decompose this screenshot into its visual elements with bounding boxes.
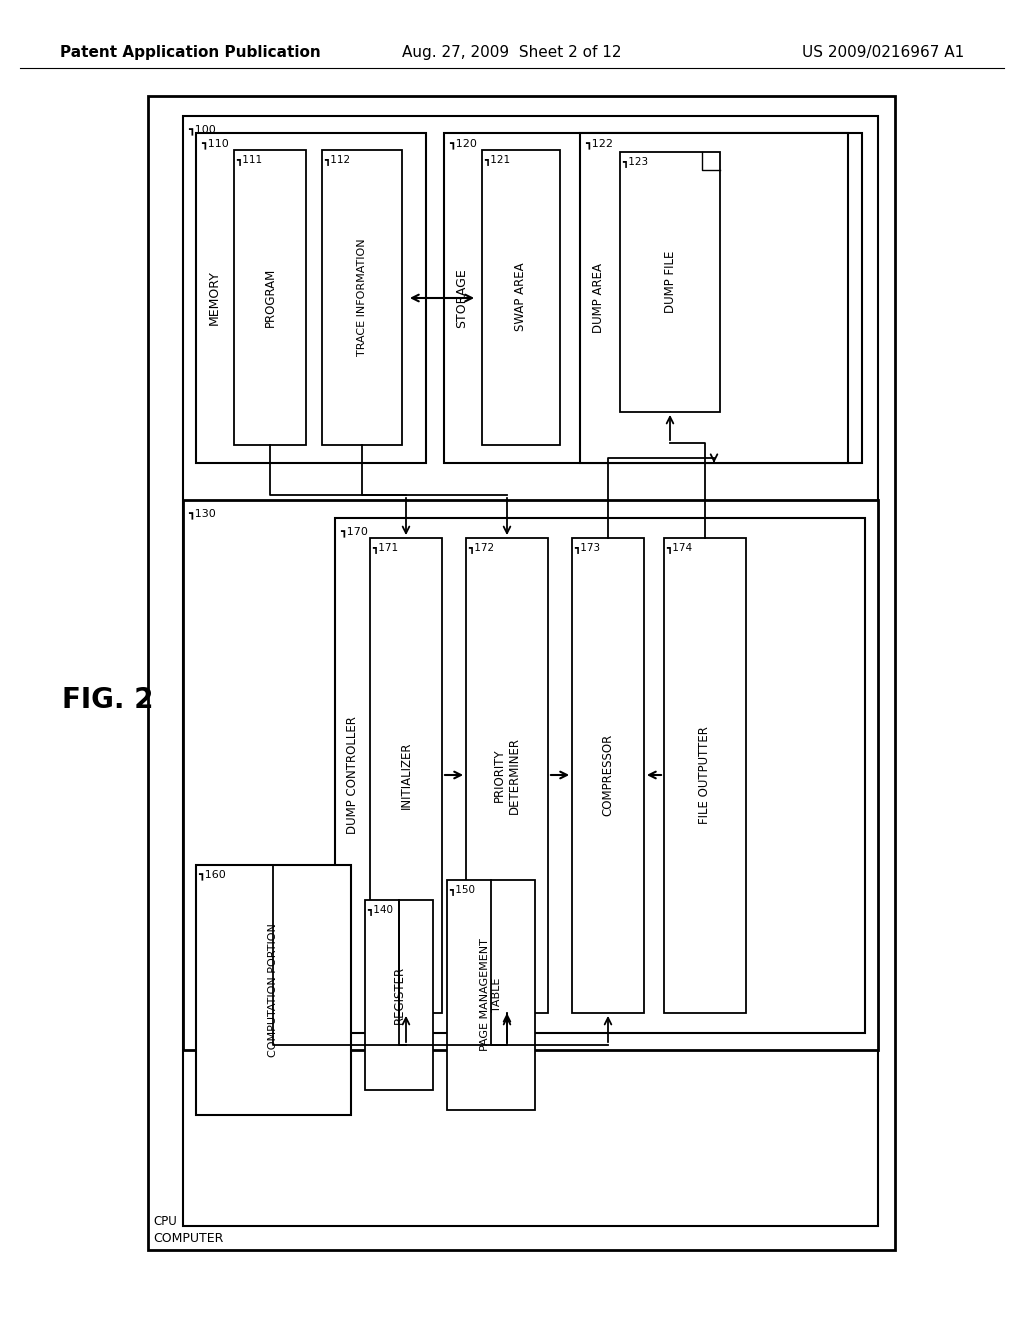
Text: COMPUTER: COMPUTER xyxy=(153,1232,223,1245)
Bar xyxy=(580,133,848,463)
Bar xyxy=(447,880,535,1110)
Text: ┓122: ┓122 xyxy=(585,139,613,149)
Text: PROGRAM: PROGRAM xyxy=(263,268,276,326)
Text: ┓160: ┓160 xyxy=(198,869,225,879)
Text: ┓123: ┓123 xyxy=(622,156,648,166)
Text: ┓140: ┓140 xyxy=(367,904,393,915)
Text: TRACE INFORMATION: TRACE INFORMATION xyxy=(357,238,367,356)
Bar xyxy=(196,865,351,1115)
Text: REGISTER: REGISTER xyxy=(392,966,406,1024)
Text: MEMORY: MEMORY xyxy=(208,271,220,326)
Text: Aug. 27, 2009  Sheet 2 of 12: Aug. 27, 2009 Sheet 2 of 12 xyxy=(402,45,622,59)
Text: STORAGE: STORAGE xyxy=(456,268,469,327)
Text: ┓172: ┓172 xyxy=(468,543,495,553)
Bar xyxy=(572,539,644,1012)
Bar xyxy=(335,517,865,1034)
Bar xyxy=(466,539,548,1012)
Bar xyxy=(444,133,862,463)
Text: Patent Application Publication: Patent Application Publication xyxy=(60,45,321,59)
Text: ┓120: ┓120 xyxy=(449,139,477,149)
Text: ┓121: ┓121 xyxy=(484,154,510,165)
Text: ┓100: ┓100 xyxy=(188,124,216,135)
Text: ┓173: ┓173 xyxy=(574,543,600,553)
Text: ┓110: ┓110 xyxy=(201,139,228,149)
Text: ┓130: ┓130 xyxy=(188,508,216,519)
Text: INITIALIZER: INITIALIZER xyxy=(399,742,413,809)
Bar xyxy=(234,150,306,445)
Text: FILE OUTPUTTER: FILE OUTPUTTER xyxy=(698,726,712,824)
Text: FIG. 2: FIG. 2 xyxy=(62,686,154,714)
Text: US 2009/0216967 A1: US 2009/0216967 A1 xyxy=(802,45,964,59)
Text: ┓111: ┓111 xyxy=(236,154,262,165)
Bar xyxy=(196,133,426,463)
Bar xyxy=(620,152,720,412)
Text: COMPRESSOR: COMPRESSOR xyxy=(601,734,614,816)
Bar xyxy=(148,96,895,1250)
Text: ┓112: ┓112 xyxy=(324,154,350,165)
Bar xyxy=(664,539,746,1012)
Bar xyxy=(370,539,442,1012)
Text: DUMP CONTROLLER: DUMP CONTROLLER xyxy=(346,715,359,834)
Text: DUMP AREA: DUMP AREA xyxy=(592,263,604,333)
Bar xyxy=(365,900,433,1090)
Text: DUMP FILE: DUMP FILE xyxy=(664,251,677,313)
Text: ┓170: ┓170 xyxy=(340,525,368,537)
Text: ┓174: ┓174 xyxy=(666,543,692,553)
Bar xyxy=(183,500,878,1049)
Bar xyxy=(183,116,878,1226)
Text: ┓171: ┓171 xyxy=(372,543,398,553)
Text: CPU: CPU xyxy=(153,1214,177,1228)
Text: COMPUTATION PORTION: COMPUTATION PORTION xyxy=(268,923,278,1057)
Bar xyxy=(322,150,402,445)
Text: PAGE MANAGEMENT
TABLE: PAGE MANAGEMENT TABLE xyxy=(480,939,502,1052)
Text: PRIORITY
DETERMINER: PRIORITY DETERMINER xyxy=(493,737,521,813)
Text: ┓150: ┓150 xyxy=(449,884,475,895)
Text: SWAP AREA: SWAP AREA xyxy=(514,263,527,331)
Bar xyxy=(482,150,560,445)
